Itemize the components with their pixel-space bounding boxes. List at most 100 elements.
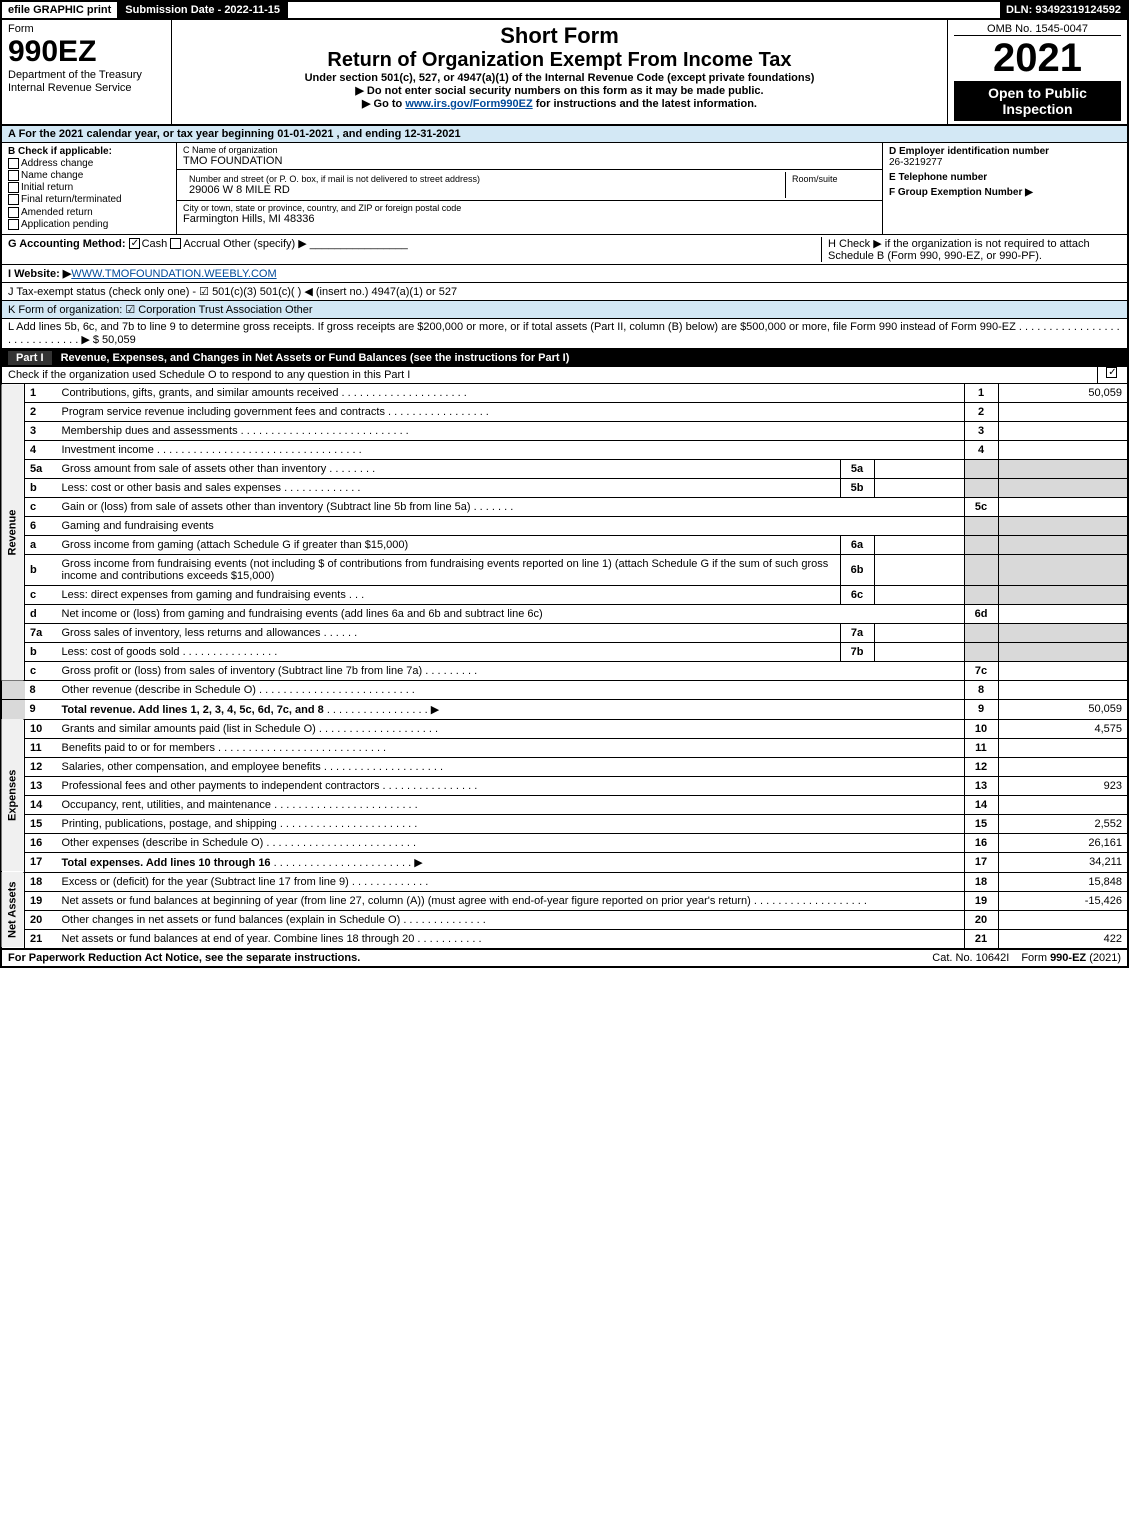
box-def: D Employer identification number26-32192… [882,143,1127,234]
line-h: H Check ▶ if the organization is not req… [821,237,1121,262]
tel-label: E Telephone number [889,172,987,183]
return-title: Return of Organization Exempt From Incom… [178,49,941,72]
line-j: J Tax-exempt status (check only one) - ☑… [0,283,1129,301]
dln-label: DLN: 93492319124592 [1000,2,1127,18]
ssn-notice: ▶ Do not enter social security numbers o… [178,84,941,97]
ln15-val: 2,552 [998,814,1128,833]
ln6d-desc: Net income or (loss) from gaming and fun… [57,604,965,623]
paperwork-notice: For Paperwork Reduction Act Notice, see … [2,950,926,966]
ln4-val [998,440,1128,459]
efile-print-button[interactable]: efile GRAPHIC print [2,2,119,18]
box-c: C Name of organization TMO FOUNDATION Nu… [177,143,882,234]
ln9-desc: Total revenue. Add lines 1, 2, 3, 4, 5c,… [57,699,965,719]
department-label: Department of the Treasury Internal Reve… [8,69,165,95]
ln10-val: 4,575 [998,719,1128,738]
chk-cash[interactable] [129,238,140,249]
ein-label: D Employer identification number [889,146,1049,157]
part-i-check-row: Check if the organization used Schedule … [0,367,1129,384]
chk-final[interactable]: Final return/terminated [8,194,170,205]
ln17-desc: Total expenses. Add lines 10 through 16 … [57,852,965,872]
irs-link[interactable]: www.irs.gov/Form990EZ [405,98,532,110]
chk-schedule-o[interactable] [1106,367,1117,378]
ln6d-val [998,604,1128,623]
part-i-header: Part I Revenue, Expenses, and Changes in… [0,349,1129,367]
ln13-val: 923 [998,776,1128,795]
line-l-value: ▶ $ 50,059 [81,334,135,346]
ln6b-desc: Gross income from fundraising events (no… [57,554,841,585]
ln13-desc: Professional fees and other payments to … [57,776,965,795]
ln21-val: 422 [998,929,1128,948]
ln11-val [998,738,1128,757]
form-ref: Form 990-EZ (2021) [1015,950,1127,966]
form-label: Form [8,23,165,35]
ln20-val [998,910,1128,929]
chk-initial[interactable]: Initial return [8,182,170,193]
tax-year: 2021 [954,36,1121,81]
ln3-desc: Membership dues and assessments . . . . … [57,421,965,440]
ln8-val [998,680,1128,699]
section-bcd: B Check if applicable: Address change Na… [0,143,1129,235]
ln19-val: -15,426 [998,891,1128,910]
city-value: Farmington Hills, MI 48336 [183,213,314,225]
ln18-val: 15,848 [998,872,1128,891]
ln7c-val [998,661,1128,680]
ln10-desc: Grants and similar amounts paid (list in… [57,719,965,738]
website-link[interactable]: WWW.TMOFOUNDATION.WEEBLY.COM [71,268,276,280]
footer: For Paperwork Reduction Act Notice, see … [0,949,1129,968]
ln5a-desc: Gross amount from sale of assets other t… [57,459,841,478]
line-g-h: G Accounting Method: Cash Accrual Other … [0,235,1129,265]
box-b-title: B Check if applicable: [8,146,112,157]
chk-address[interactable]: Address change [8,158,170,169]
cat-no: Cat. No. 10642I [926,950,1015,966]
submission-date: Submission Date - 2022-11-15 [119,2,288,18]
ln7b-desc: Less: cost of goods sold . . . . . . . .… [57,642,841,661]
ln17-val: 34,211 [998,852,1128,872]
ln16-desc: Other expenses (describe in Schedule O) … [57,833,965,852]
box-b: B Check if applicable: Address change Na… [2,143,177,234]
open-inspection: Open to Public Inspection [954,81,1121,121]
part-i-label: Part I [8,351,52,365]
ln8-desc: Other revenue (describe in Schedule O) .… [57,680,965,699]
ln14-desc: Occupancy, rent, utilities, and maintena… [57,795,965,814]
line-i: I Website: ▶WWW.TMOFOUNDATION.WEEBLY.COM [0,265,1129,283]
line-g-label: G Accounting Method: [8,238,126,250]
chk-name[interactable]: Name change [8,170,170,181]
ln19-desc: Net assets or fund balances at beginning… [57,891,965,910]
ln2-desc: Program service revenue including govern… [57,402,965,421]
top-bar: efile GRAPHIC print Submission Date - 20… [0,0,1129,20]
subtitle: Under section 501(c), 527, or 4947(a)(1)… [178,72,941,84]
form-number: 990EZ [8,35,165,69]
ln5c-val [998,497,1128,516]
ln14-val [998,795,1128,814]
ln18-desc: Excess or (deficit) for the year (Subtra… [57,872,965,891]
netassets-section-label: Net Assets [1,872,25,948]
ln6a-desc: Gross income from gaming (attach Schedul… [57,535,841,554]
url-notice: ▶ Go to www.irs.gov/Form990EZ for instru… [178,97,941,110]
ln5b-desc: Less: cost or other basis and sales expe… [57,478,841,497]
ln1-no: 1 [25,384,57,403]
lines-table: Revenue 1 Contributions, gifts, grants, … [0,384,1129,949]
city-label: City or town, state or province, country… [183,203,876,213]
ln9-val: 50,059 [998,699,1128,719]
ln7a-desc: Gross sales of inventory, less returns a… [57,623,841,642]
chk-accrual[interactable] [170,238,181,249]
ln12-desc: Salaries, other compensation, and employ… [57,757,965,776]
chk-pending[interactable]: Application pending [8,219,170,230]
form-header: Form 990EZ Department of the Treasury In… [0,20,1129,126]
short-form-title: Short Form [178,23,941,49]
group-label: F Group Exemption Number ▶ [889,187,1033,198]
ln6c-desc: Less: direct expenses from gaming and fu… [57,585,841,604]
street-label: Number and street (or P. O. box, if mail… [189,174,779,184]
revenue-section-label: Revenue [1,384,25,681]
line-k: K Form of organization: ☑ Corporation Tr… [0,301,1129,319]
street-value: 29006 W 8 MILE RD [189,184,290,196]
chk-amended[interactable]: Amended return [8,207,170,218]
room-label: Room/suite [792,174,870,184]
ln6-desc: Gaming and fundraising events [57,516,965,535]
ln11-desc: Benefits paid to or for members . . . . … [57,738,965,757]
ein-value: 26-3219277 [889,157,942,168]
ln2-val [998,402,1128,421]
name-of-org-label: C Name of organization [183,145,876,155]
ln5c-desc: Gain or (loss) from sale of assets other… [57,497,965,516]
ln1-desc: Contributions, gifts, grants, and simila… [57,384,965,403]
